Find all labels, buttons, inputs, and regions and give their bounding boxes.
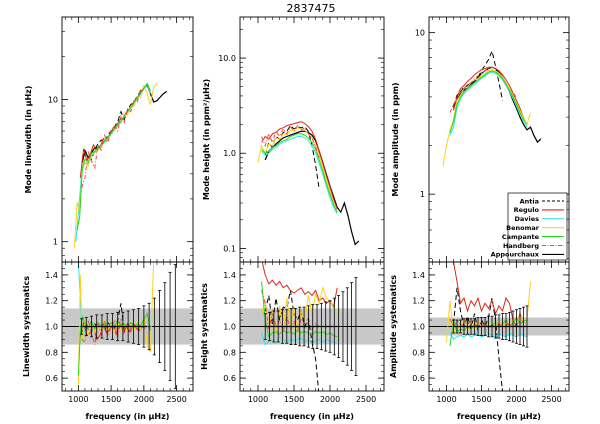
series-regulo: [261, 262, 338, 309]
series-handberg: [81, 88, 145, 188]
axes-frame: [239, 16, 385, 263]
y-axis-label: Mode linewidth (in μHz): [24, 86, 33, 194]
series-handberg: [261, 124, 320, 158]
series-handberg: [449, 318, 517, 328]
y-tick-label: 10.0: [218, 54, 236, 63]
x-tick-label: 1000: [248, 395, 268, 404]
legend-label-davies: Davies: [514, 215, 539, 223]
x-tick-label: 2500: [166, 395, 186, 404]
x-axis-label: frequency (in μHz): [86, 412, 170, 421]
x-tick-label: 2500: [356, 395, 376, 404]
y-tick-label: 1.2: [412, 297, 425, 306]
y-tick-label: 1.0: [412, 323, 425, 332]
plot-area: [257, 121, 360, 246]
x-tick-label: 2500: [541, 395, 561, 404]
y-tick-label: 10: [415, 29, 425, 38]
legend: AntiaReguloDaviesBenomarCampanteHandberg…: [491, 192, 568, 261]
y-tick-label: 0.8: [223, 348, 236, 357]
x-axis-label: frequency (in μHz): [457, 412, 541, 421]
x-tick-label: 1500: [284, 395, 304, 404]
series-regulo: [453, 262, 524, 328]
series-campante: [76, 82, 151, 231]
y-tick-label: 0.8: [45, 348, 58, 357]
y-tick-label: 1.4: [412, 271, 425, 280]
y-tick-label: 0.6: [45, 374, 58, 383]
x-axis-label: frequency (in μHz): [270, 412, 354, 421]
y-axis-label: Linewidth systematics: [22, 276, 31, 377]
y-axis-label: Mode height (in ppm²/μHz): [202, 79, 211, 200]
series-handberg: [261, 290, 320, 334]
plot-area: [442, 49, 542, 166]
x-tick-label: 2000: [506, 395, 526, 404]
panel-top-middle: 0.1 1.0 10.0 Mode height (in ppm²/μHz): [202, 16, 385, 263]
y-tick-label: 1: [53, 238, 58, 247]
y-tick-label: 1.0: [223, 149, 236, 158]
y-tick-label: 0.6: [223, 374, 236, 383]
series-davies: [261, 136, 338, 215]
y-tick-label: 1: [420, 190, 425, 199]
y-tick-label: 0.8: [412, 348, 425, 357]
y-tick-label: 10: [48, 95, 58, 104]
plot-area: [73, 82, 168, 249]
series-appourchaux: [452, 66, 542, 144]
series-benomar: [442, 69, 531, 166]
legend-label-handberg: Handberg: [503, 242, 539, 250]
y-tick-label: 1.4: [223, 271, 236, 280]
legend-label-benomar: Benomar: [506, 224, 540, 232]
y-tick-label: 0.6: [412, 374, 425, 383]
series-regulo: [261, 121, 338, 210]
series-antia: [81, 86, 145, 161]
series-handberg: [449, 66, 517, 113]
plot-area: [240, 262, 384, 391]
y-axis-label: Mode amplitude (in ppm): [391, 82, 400, 196]
plot-area: [429, 262, 569, 391]
series-benomar: [77, 262, 155, 385]
y-axis-label: Amplitude systematics: [389, 275, 398, 378]
series-davies: [449, 71, 528, 136]
x-tick-label: 1000: [436, 395, 456, 404]
panel-bottom-right: 1000 1500 2000 2500 0.6 0.8 1.0 1.2 1.4 Amplitude…: [389, 261, 570, 421]
axes-frame: [61, 16, 194, 263]
x-tick-label: 2000: [320, 395, 340, 404]
series-regulo: [453, 66, 524, 118]
y-tick-label: 1.2: [45, 297, 58, 306]
y-tick-label: 1.4: [45, 271, 58, 280]
legend-box: [507, 192, 568, 261]
x-tick-label: 1000: [68, 395, 88, 404]
series-benomar: [73, 82, 158, 249]
figure-title: 2837475: [287, 2, 336, 15]
legend-label-regulo: Regulo: [514, 206, 540, 214]
x-tick-label: 2000: [134, 395, 154, 404]
series-benomar: [257, 127, 338, 213]
series-campante: [449, 70, 528, 133]
y-tick-label: 1.2: [223, 297, 236, 306]
panel-bottom-middle: 1000 1500 2000 2500 0.6 0.8 1.0 1.2 1.4 Height sy…: [200, 261, 385, 421]
y-axis-label: Height systematics: [200, 283, 209, 370]
x-tick-label: 1500: [101, 395, 121, 404]
panel-bottom-left: 1000 1500 2000 2500 0.6 0.8 1.0 1.2 1.4 Linewidth…: [22, 261, 194, 421]
y-tick-label: 1.0: [45, 323, 58, 332]
y-tick-label: 0.1: [223, 244, 236, 253]
y-tick-label: 1.0: [223, 323, 236, 332]
panel-top-left: 1 10 Mode linewidth (in μHz): [24, 16, 194, 263]
series-campante: [261, 133, 338, 213]
x-tick-label: 1500: [471, 395, 491, 404]
plot-area: [62, 262, 193, 389]
series-antia: [453, 49, 503, 107]
legend-label-antia: Antia: [520, 197, 539, 205]
legend-label-campante: Campante: [502, 233, 540, 241]
legend-label-appourchaux: Appourchaux: [491, 251, 540, 259]
panel-top-right: 1 10 Mode amplitude (in ppm): [391, 16, 570, 263]
series-appourchaux: [264, 130, 360, 246]
series-davies: [75, 83, 151, 242]
